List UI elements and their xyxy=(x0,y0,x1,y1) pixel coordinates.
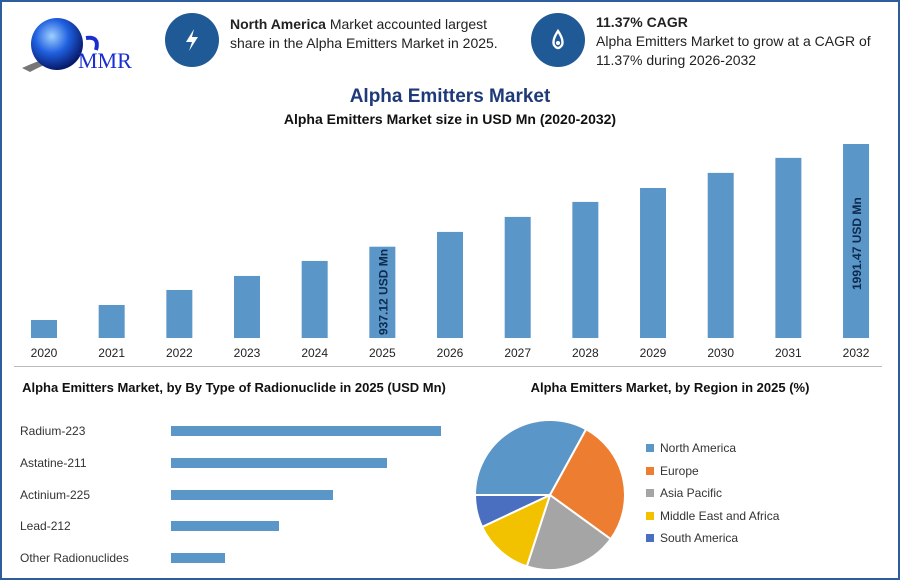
legend-item: Asia Pacific xyxy=(646,486,722,500)
bar-radium-223 xyxy=(171,426,441,436)
legend-swatch xyxy=(646,511,654,520)
data-label-2032: 1991.47 USD Mn xyxy=(850,197,864,290)
cagr-text: Alpha Emitters Market to grow at a CAGR … xyxy=(596,33,871,68)
type-chart-title: Alpha Emitters Market, by By Type of Rad… xyxy=(22,380,446,395)
region-pie-chart xyxy=(473,419,626,571)
x-tick-2031: 2031 xyxy=(775,346,802,360)
main-chart-subtitle: Alpha Emitters Market size in USD Mn (20… xyxy=(283,111,617,127)
main-chart-title: Alpha Emitters Market xyxy=(349,86,551,107)
globe-icon xyxy=(22,18,99,72)
legend-label: Europe xyxy=(660,463,699,478)
region-chart-title: Alpha Emitters Market, by Region in 2025… xyxy=(530,380,810,395)
legend-swatch xyxy=(646,534,654,542)
highlight-cagr: 11.37% CAGR Alpha Emitters Market to gro… xyxy=(596,13,886,70)
x-tick-2030: 2030 xyxy=(707,346,735,360)
slice-europe xyxy=(548,427,626,541)
chart-divider xyxy=(14,366,882,367)
legend-item: Middle East and Africa xyxy=(646,509,779,523)
bar-2028 xyxy=(572,201,599,338)
bar-2027 xyxy=(504,216,531,338)
x-tick-2025: 2025 xyxy=(368,346,396,360)
x-tick-2022: 2022 xyxy=(165,346,193,360)
bar-astatine-211 xyxy=(171,457,387,468)
slice-middle-east-and-africa xyxy=(480,493,552,568)
legend-item: Europe xyxy=(646,464,699,478)
bar-2022 xyxy=(166,289,193,338)
highlight-text: Market accounted largest share in the Al… xyxy=(230,16,498,51)
category-label: Lead-212 xyxy=(20,519,71,534)
highlight-bold: North America xyxy=(230,16,326,32)
x-tick-2028: 2028 xyxy=(572,346,599,360)
legend-label: Asia Pacific xyxy=(660,486,723,500)
bar-lead-212 xyxy=(171,521,279,532)
legend-label: Middle East and Africa xyxy=(660,508,780,523)
bar-2032 xyxy=(843,144,870,338)
x-tick-2021: 2021 xyxy=(98,346,125,360)
slice-asia-pacific xyxy=(525,493,613,571)
legend-swatch xyxy=(646,444,654,452)
legend-swatch xyxy=(646,489,654,497)
bar-2021 xyxy=(98,304,125,338)
cagr-heading: 11.37% CAGR xyxy=(596,14,688,30)
bar-other-radionuclides xyxy=(171,553,225,564)
x-tick-2024: 2024 xyxy=(301,346,329,360)
logo-text: MMR xyxy=(78,48,132,73)
data-label-2025: 937.12 USD Mn xyxy=(376,249,390,335)
legend-item: South America xyxy=(646,531,738,545)
bar-actinium-225 xyxy=(171,489,333,500)
x-tick-2026: 2026 xyxy=(436,346,464,360)
main-bar-chart: 937.12 USD Mn 1991.47 USD Mn xyxy=(31,144,870,338)
x-tick-2027: 2027 xyxy=(504,346,532,360)
bar-2030 xyxy=(707,172,734,338)
legend-swatch xyxy=(646,466,654,475)
slice-north-america xyxy=(473,419,588,496)
bar-2026 xyxy=(437,231,464,338)
x-tick-2020: 2020 xyxy=(30,346,58,360)
legend-item: North America xyxy=(646,441,736,455)
legend-label: North America xyxy=(660,441,737,455)
flame-drop-icon xyxy=(531,13,585,67)
bar-2025 xyxy=(369,246,396,338)
mmr-logo: MMR xyxy=(12,16,142,76)
x-tick-2032: 2032 xyxy=(842,346,870,360)
lightning-icon xyxy=(165,13,219,67)
category-label: Radium-223 xyxy=(20,424,86,438)
category-label: Other Radionuclides xyxy=(20,551,129,566)
bar-2031 xyxy=(775,157,802,338)
bar-2023 xyxy=(234,275,261,338)
bar-2029 xyxy=(640,187,667,338)
bar-2024 xyxy=(301,260,328,338)
bar-2020 xyxy=(31,319,57,338)
x-tick-2029: 2029 xyxy=(639,346,667,360)
category-label: Astatine-211 xyxy=(20,455,87,470)
slice-south-america xyxy=(473,494,551,529)
highlight-north-america: North America Market accounted largest s… xyxy=(230,15,510,53)
legend-label: South America xyxy=(660,531,739,545)
x-tick-2023: 2023 xyxy=(233,346,261,360)
category-label: Actinium-225 xyxy=(20,487,91,502)
